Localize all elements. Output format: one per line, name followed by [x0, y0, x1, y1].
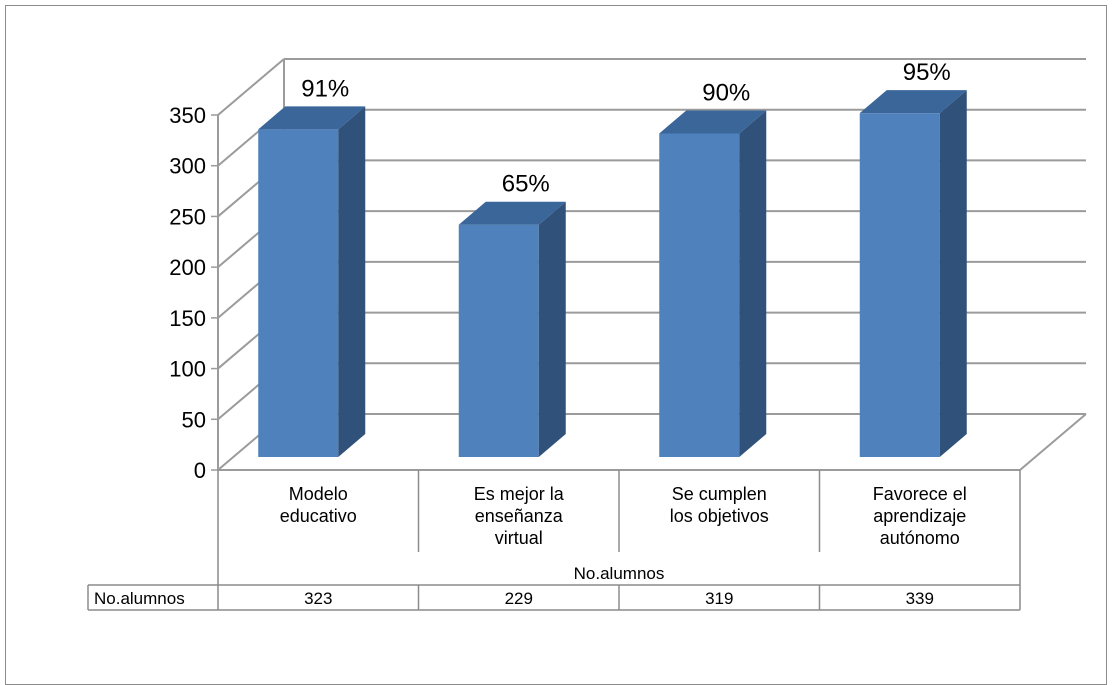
group-label: No.alumnos	[574, 564, 665, 583]
bar-front-2	[659, 133, 740, 457]
bar-side-1	[538, 201, 566, 457]
data-label-3: 95%	[903, 59, 951, 86]
bar-side-0	[338, 106, 366, 457]
category-label-1-2: virtual	[495, 528, 543, 548]
category-label-0-0: Modelo	[289, 484, 348, 504]
bar-top-2	[659, 110, 767, 134]
category-label-3-0: Favorece el	[873, 484, 967, 504]
y-tick-label-200: 200	[169, 255, 206, 280]
table-value-2: 319	[705, 589, 733, 608]
y-tick-label-50: 50	[182, 407, 206, 432]
category-label-0-1: educativo	[280, 506, 357, 526]
bar-side-2	[739, 110, 767, 457]
bar-side-3	[939, 90, 967, 458]
table-value-1: 229	[505, 589, 533, 608]
bar-front-1	[458, 224, 539, 457]
bar-top-3	[859, 90, 967, 114]
y-tick-label-350: 350	[169, 103, 206, 128]
y-tick-label-150: 150	[169, 306, 206, 331]
y-tick-label-100: 100	[169, 357, 206, 382]
category-label-2-1: los objetivos	[670, 506, 769, 526]
data-label-1: 65%	[502, 171, 550, 198]
side-gridline-350	[217, 58, 285, 116]
table-value-3: 339	[906, 589, 934, 608]
category-label-3-1: aprendizaje	[873, 506, 966, 526]
data-label-2: 90%	[702, 79, 750, 106]
bar-front-0	[258, 129, 339, 457]
category-label-1-0: Es mejor la	[474, 484, 565, 504]
bar-top-1	[458, 201, 566, 225]
y-tick-label-0: 0	[194, 458, 206, 483]
category-label-3-2: autónomo	[880, 528, 960, 548]
bar-front-3	[859, 113, 940, 458]
y-tick-label-250: 250	[169, 204, 206, 229]
data-label-0: 91%	[301, 75, 349, 102]
category-label-2-0: Se cumplen	[672, 484, 767, 504]
table-value-0: 323	[304, 589, 332, 608]
table-row-header: No.alumnos	[94, 589, 185, 608]
y-tick-label-300: 300	[169, 154, 206, 179]
floor-right-edge	[1019, 413, 1087, 471]
bar-top-0	[258, 106, 366, 130]
category-label-1-1: enseñanza	[475, 506, 564, 526]
